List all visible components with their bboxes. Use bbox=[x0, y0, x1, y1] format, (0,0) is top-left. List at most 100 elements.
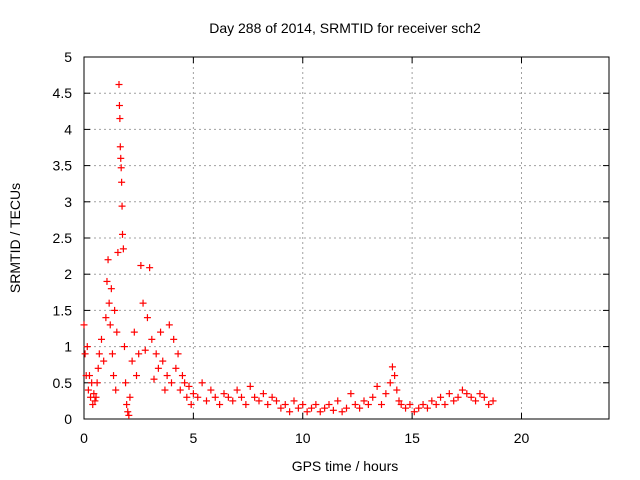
data-point bbox=[178, 372, 186, 380]
data-point bbox=[410, 408, 418, 416]
data-point bbox=[124, 408, 132, 416]
data-point bbox=[170, 335, 178, 343]
data-point bbox=[194, 393, 202, 401]
data-point bbox=[95, 350, 103, 358]
y-tick-label: 2.5 bbox=[53, 230, 73, 246]
data-point bbox=[105, 299, 113, 307]
data-point bbox=[388, 363, 396, 371]
data-point bbox=[125, 411, 133, 419]
data-point bbox=[238, 393, 245, 401]
data-point bbox=[428, 397, 436, 405]
data-point bbox=[154, 364, 162, 372]
data-point bbox=[185, 382, 193, 390]
data-point bbox=[148, 335, 156, 343]
data-point bbox=[111, 306, 119, 314]
y-tick-label: 3 bbox=[64, 194, 72, 210]
data-point bbox=[98, 335, 105, 343]
data-point bbox=[277, 404, 285, 412]
data-point bbox=[207, 386, 215, 394]
data-point bbox=[103, 277, 111, 285]
data-point bbox=[445, 390, 453, 398]
x-tick-label: 15 bbox=[404, 430, 420, 446]
data-point bbox=[94, 364, 102, 372]
data-point bbox=[242, 401, 250, 409]
data-point bbox=[119, 230, 126, 238]
data-point bbox=[338, 408, 346, 416]
data-point bbox=[120, 343, 128, 351]
chart-title: Day 288 of 2014, SRMTID for receiver sch… bbox=[209, 20, 481, 36]
data-point bbox=[117, 154, 125, 162]
data-point bbox=[406, 401, 414, 409]
data-point bbox=[233, 386, 241, 394]
data-point bbox=[114, 248, 122, 256]
data-point bbox=[176, 386, 184, 394]
data-point bbox=[351, 401, 359, 409]
data-point bbox=[334, 397, 342, 405]
data-point bbox=[90, 390, 98, 398]
data-point bbox=[224, 393, 232, 401]
y-tick-label: 0.5 bbox=[53, 375, 73, 391]
data-point bbox=[299, 401, 307, 409]
data-point bbox=[159, 357, 167, 365]
data-point bbox=[489, 397, 497, 405]
data-point bbox=[294, 404, 302, 412]
data-point bbox=[480, 393, 488, 401]
data-point bbox=[85, 372, 93, 380]
data-point bbox=[189, 390, 197, 398]
data-point bbox=[273, 397, 280, 405]
data-point bbox=[316, 408, 324, 416]
data-point bbox=[329, 406, 337, 414]
data-point bbox=[378, 401, 385, 409]
data-point bbox=[458, 386, 466, 394]
y-tick-label: 1.5 bbox=[53, 302, 73, 318]
y-tick-label: 1 bbox=[64, 339, 72, 355]
x-tick-label: 5 bbox=[189, 430, 197, 446]
data-point bbox=[463, 390, 471, 398]
data-point bbox=[203, 397, 210, 405]
data-point bbox=[146, 264, 154, 272]
data-point bbox=[172, 364, 180, 372]
data-point bbox=[423, 404, 431, 412]
data-point bbox=[356, 404, 364, 412]
data-points bbox=[80, 81, 497, 419]
data-point bbox=[104, 256, 112, 264]
data-point bbox=[116, 115, 124, 123]
data-point bbox=[122, 379, 130, 387]
data-point bbox=[115, 81, 123, 89]
data-point bbox=[84, 386, 92, 394]
data-point bbox=[347, 390, 355, 398]
data-point bbox=[130, 328, 138, 336]
data-point bbox=[80, 321, 88, 329]
data-point bbox=[437, 393, 445, 401]
data-point bbox=[198, 379, 206, 387]
data-point bbox=[415, 404, 423, 412]
data-point bbox=[397, 401, 405, 409]
data-point bbox=[117, 164, 125, 172]
data-point bbox=[116, 143, 124, 151]
data-point bbox=[100, 357, 108, 365]
data-point bbox=[255, 397, 263, 405]
data-point bbox=[450, 397, 458, 405]
x-tick-label: 10 bbox=[295, 430, 311, 446]
data-point bbox=[81, 350, 89, 358]
x-tick-label: 20 bbox=[514, 430, 530, 446]
data-point bbox=[264, 401, 272, 409]
data-point bbox=[135, 350, 143, 358]
data-point bbox=[321, 404, 329, 412]
data-point bbox=[89, 401, 97, 409]
data-point bbox=[467, 393, 475, 401]
data-point bbox=[119, 245, 127, 253]
data-point bbox=[115, 102, 123, 110]
data-point bbox=[382, 390, 390, 398]
data-point bbox=[454, 393, 462, 401]
data-point bbox=[290, 397, 298, 405]
data-point bbox=[93, 379, 101, 387]
y-tick-labels: 0 0.5 1 1.5 2 2.5 3 3.5 4 4.5 5 bbox=[53, 49, 73, 427]
data-point bbox=[157, 328, 165, 336]
data-point bbox=[472, 397, 480, 405]
y-tick-label: 0 bbox=[64, 411, 72, 427]
data-point bbox=[123, 401, 131, 409]
data-point bbox=[107, 285, 115, 293]
data-point bbox=[174, 350, 182, 358]
